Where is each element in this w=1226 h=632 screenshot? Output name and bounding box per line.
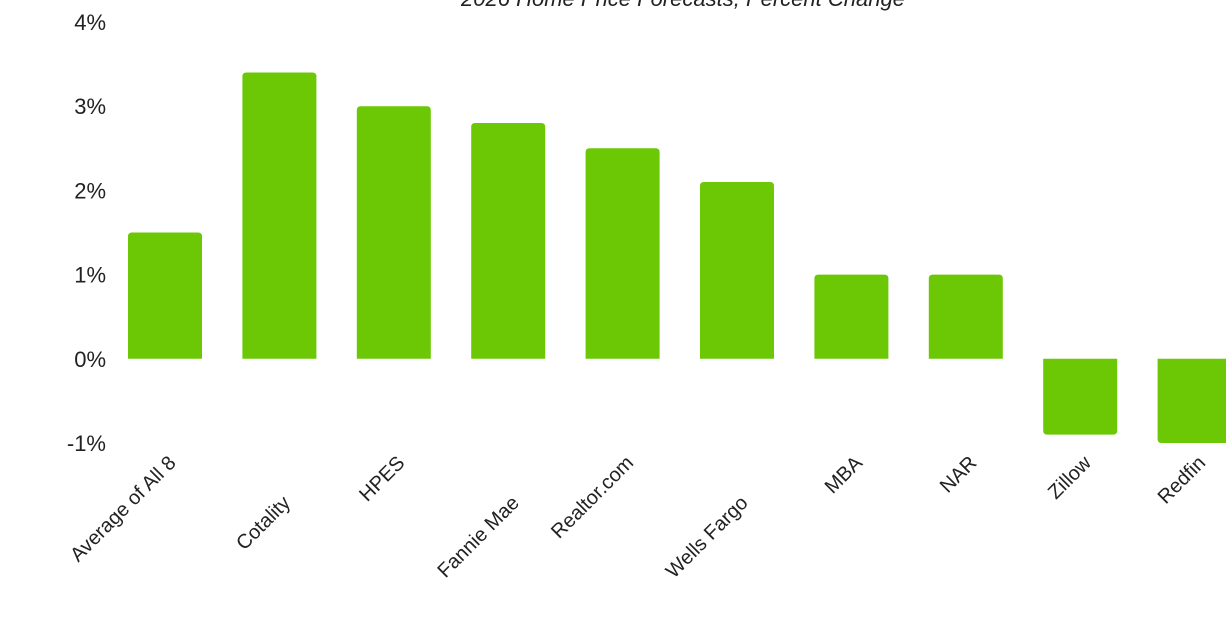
x-tick-label: Fannie Mae [433,492,523,582]
bar-hpes [356,106,431,359]
y-tick-label: 4% [74,10,106,35]
x-tick-label: Zillow [1044,452,1096,504]
x-tick-label: NAR [936,452,981,497]
bar-cotality [242,72,317,359]
chart-title: 2026 Home Price Forecasts, Percent Chang… [460,0,905,11]
y-tick-label: 3% [74,94,106,119]
y-tick-label: 0% [74,347,106,372]
bar-zillow [1043,358,1118,435]
bar-wells-fargo [700,181,774,359]
x-tick-label: Realtor.com [547,452,638,543]
x-tick-label: Wells Fargo [662,492,753,583]
x-axis-labels: Average of All 8 Cotality HPES Fannie Mae Re… [66,452,1210,583]
y-tick-label: 1% [74,263,106,288]
x-tick-label: Cotality [232,492,295,555]
bar-redfin [1157,358,1226,443]
y-tick-label: 2% [74,178,106,203]
bar-nar [928,274,1003,359]
y-tick-label: -1% [67,431,106,456]
x-tick-label: HPES [355,452,409,506]
x-tick-label: Redfin [1154,452,1210,508]
bar-mba [814,274,889,359]
bar-fannie-mae [471,123,546,359]
bar-average-of-all-8 [128,232,202,359]
y-axis-ticks: 4% 3% 2% 1% 0% -1% [67,10,106,456]
bars [128,72,1226,443]
x-tick-label: Average of All 8 [66,452,180,566]
x-tick-label: MBA [821,452,868,499]
bar-realtor-com [585,148,660,359]
